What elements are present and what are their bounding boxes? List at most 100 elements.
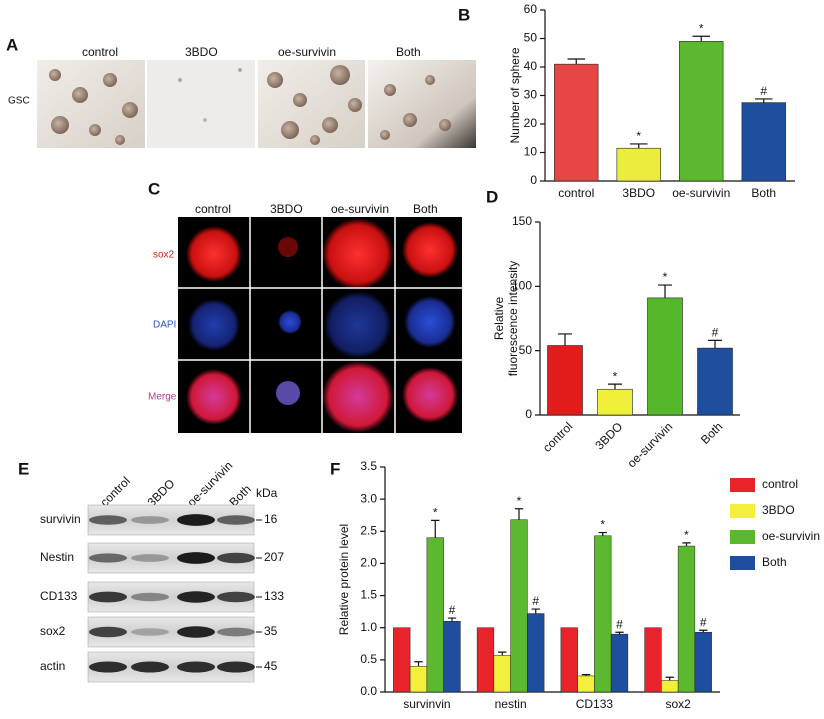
significance-mark: * — [613, 369, 618, 383]
unit-label: kDa — [256, 486, 278, 500]
bar — [493, 655, 511, 693]
blot-band — [89, 626, 127, 638]
bar — [679, 41, 724, 182]
error-bar — [514, 508, 524, 520]
blot-band — [89, 661, 127, 673]
significance-mark: # — [532, 594, 539, 608]
significance-mark: * — [663, 270, 668, 284]
row-label: sox2 — [40, 624, 66, 638]
error-bar — [682, 542, 691, 547]
y-tick-label: 3.5 — [360, 459, 377, 473]
significance-mark: * — [636, 129, 641, 143]
x-tick-label: nestin — [495, 697, 527, 711]
x-tick-label: survinvin — [403, 697, 450, 711]
y-tick-label: 40 — [524, 59, 538, 73]
significance-mark: * — [699, 21, 704, 35]
error-bar — [531, 608, 540, 614]
bar — [510, 519, 528, 693]
y-tick-label: 150 — [512, 214, 532, 228]
error-bar — [615, 631, 624, 635]
error-bar — [630, 143, 648, 149]
y-tick-label: 50 — [524, 31, 538, 45]
blot-band — [217, 515, 255, 525]
blot-band — [131, 661, 169, 673]
x-tick-label: 3BDO — [622, 186, 655, 200]
y-tick-label: 60 — [524, 2, 538, 16]
blot-band — [177, 626, 215, 638]
y-tick-label: 0.0 — [360, 684, 377, 698]
error-bar — [598, 531, 607, 536]
error-bar — [567, 58, 585, 65]
bar — [610, 633, 629, 693]
bar — [443, 621, 461, 693]
bar — [409, 666, 428, 693]
error-bar — [498, 651, 507, 656]
error-bar — [431, 519, 440, 538]
column-label: oe-survivin — [278, 45, 336, 59]
blot-band — [177, 661, 215, 673]
blot-band — [89, 553, 127, 563]
column-label: control — [195, 202, 231, 216]
error-bar — [755, 98, 773, 103]
x-tick-label: oe-survivin — [672, 186, 730, 200]
row-label: actin — [40, 659, 65, 673]
micrograph-row — [37, 60, 476, 148]
error-bar — [658, 284, 672, 298]
legend-swatch — [730, 478, 755, 492]
row-label: CD133 — [40, 589, 78, 603]
size-label: 45 — [264, 659, 278, 673]
y-tick-label: 30 — [524, 88, 538, 102]
bar — [597, 388, 633, 416]
significance-mark: # — [700, 615, 707, 629]
fluorescence-grid — [178, 217, 462, 433]
panel-label: E — [18, 459, 29, 478]
legend-swatch — [730, 530, 755, 544]
bar — [741, 102, 786, 182]
bar — [694, 631, 712, 693]
blot-band — [89, 515, 127, 525]
significance-mark: # — [760, 84, 767, 98]
blot-band — [131, 628, 169, 636]
y-tick-label: 100 — [512, 279, 532, 293]
y-tick-label: 1.5 — [360, 588, 377, 602]
x-tick-label: CD133 — [576, 697, 614, 711]
error-bar — [665, 676, 674, 681]
bar — [393, 627, 411, 693]
y-tick-label: 50 — [519, 343, 533, 357]
row-label: DAPI — [153, 320, 176, 331]
error-bar — [608, 383, 622, 390]
bar — [547, 345, 583, 416]
legend-label: control — [762, 477, 798, 491]
bar — [594, 535, 612, 693]
blot-band — [177, 514, 215, 526]
bar — [661, 680, 679, 693]
column-label: 3BDO — [144, 476, 177, 509]
blot-band — [89, 591, 127, 603]
error-bar — [581, 674, 591, 676]
y-tick-label: 0 — [525, 407, 532, 421]
error-bar — [447, 617, 457, 622]
y-tick-label: 2.0 — [360, 556, 377, 570]
row-label: survivin — [40, 512, 81, 526]
y-tick-label: 1.0 — [360, 620, 377, 634]
blot-band — [177, 591, 215, 603]
blot-band — [131, 592, 169, 602]
western-blot: survivin 16 Nestin 207 CD133 133 sox2 35 actin 45 — [40, 504, 284, 683]
y-axis-title: Relative — [492, 297, 506, 341]
y-axis-title: Relative protein level — [337, 524, 351, 635]
y-tick-label: 20 — [524, 116, 538, 130]
error-bar — [414, 661, 423, 667]
bar — [554, 63, 599, 182]
y-axis-title: Number of sphere — [508, 47, 522, 143]
x-tick-label: oe-survivin — [624, 419, 675, 470]
column-label: Both — [413, 202, 438, 216]
bar — [677, 545, 696, 693]
legend-label: Both — [762, 555, 787, 569]
panel-label: C — [148, 179, 160, 198]
significance-mark: * — [517, 494, 522, 508]
bar — [577, 675, 595, 693]
x-tick-label: sox2 — [665, 697, 691, 711]
column-label: control — [97, 474, 132, 509]
significance-mark: # — [712, 326, 719, 340]
